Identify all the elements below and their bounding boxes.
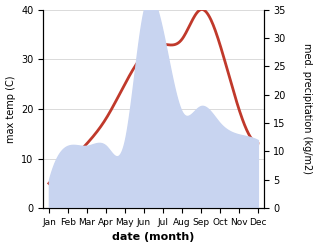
Y-axis label: med. precipitation (kg/m2): med. precipitation (kg/m2) xyxy=(302,43,313,174)
Y-axis label: max temp (C): max temp (C) xyxy=(5,75,16,143)
X-axis label: date (month): date (month) xyxy=(112,232,195,243)
